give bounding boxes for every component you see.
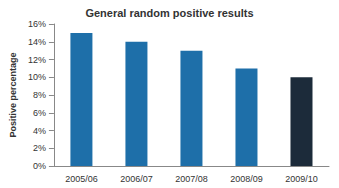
svg-text:10%: 10% — [28, 72, 46, 82]
svg-text:2005/06: 2005/06 — [65, 174, 98, 184]
svg-text:16%: 16% — [28, 19, 46, 29]
svg-text:2009/10: 2009/10 — [285, 174, 318, 184]
svg-text:2006/07: 2006/07 — [120, 174, 153, 184]
svg-text:2007/08: 2007/08 — [175, 174, 208, 184]
svg-text:8%: 8% — [33, 90, 46, 100]
svg-text:General random positive result: General random positive results — [85, 7, 253, 19]
svg-text:12%: 12% — [28, 55, 46, 65]
svg-text:6%: 6% — [33, 108, 46, 118]
svg-text:14%: 14% — [28, 37, 46, 47]
svg-text:2%: 2% — [33, 143, 46, 153]
svg-text:4%: 4% — [33, 126, 46, 136]
svg-text:Positive percentage: Positive percentage — [8, 52, 18, 137]
svg-text:0%: 0% — [33, 161, 46, 171]
svg-text:2008/09: 2008/09 — [230, 174, 263, 184]
